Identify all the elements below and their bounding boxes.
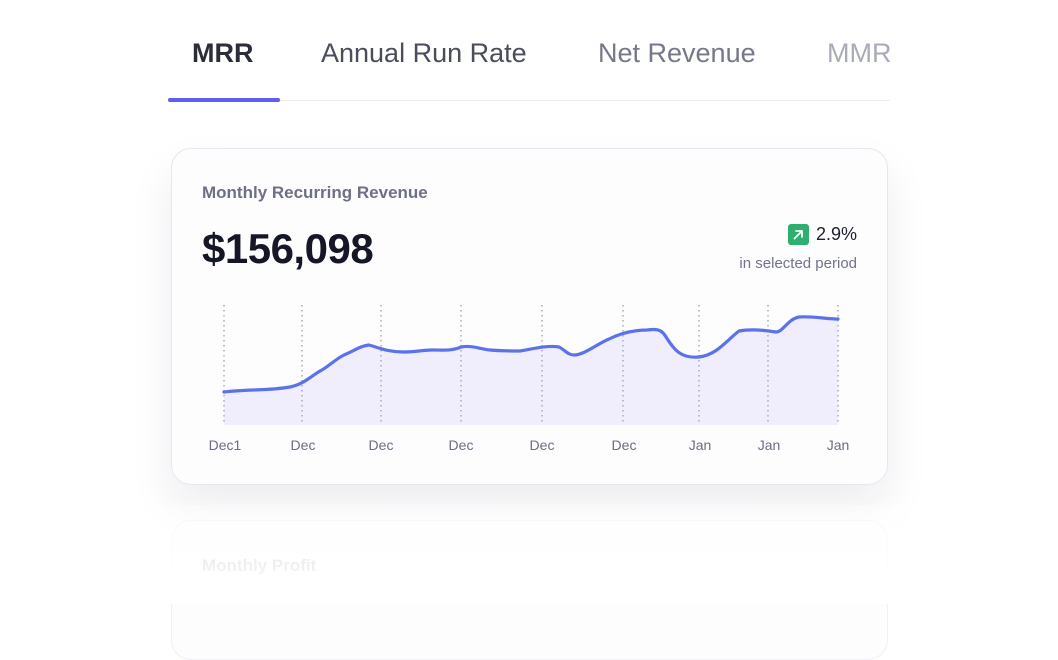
x-tick-label: Dec	[449, 437, 474, 453]
tab-mrr[interactable]: MRR	[192, 38, 254, 68]
x-tick-label: Jan	[758, 437, 781, 453]
tab-bar: MRR Annual Run Rate Net Revenue MMR	[168, 0, 892, 102]
tab-mmr[interactable]: MMR	[827, 38, 892, 68]
series-area	[224, 316, 838, 425]
active-tab-indicator	[168, 98, 280, 102]
profit-card: Monthly Profit	[171, 520, 888, 660]
x-tick-label: Dec	[291, 437, 316, 453]
tab-net-revenue[interactable]: Net Revenue	[598, 38, 756, 68]
change-indicator: 2.9%	[787, 224, 857, 245]
series-line	[222, 315, 840, 394]
x-tick-label: Dec	[369, 437, 394, 453]
mrr-value: $156,098	[202, 225, 374, 272]
trend-up-icon	[787, 224, 809, 245]
tab-annual-run-rate[interactable]: Annual Run Rate	[321, 38, 527, 68]
change-period-label: in selected period	[739, 255, 857, 272]
change-value: 2.9%	[815, 224, 857, 244]
x-tick-label: Dec	[612, 437, 637, 453]
x-tick-label: Dec	[530, 437, 555, 453]
card-title: Monthly Recurring Revenue	[202, 183, 428, 202]
x-tick-label: Jan	[827, 437, 850, 453]
mrr-card: Dec1 Dec Dec Dec Dec Dec Jan Jan Jan Monthly Rec…	[171, 148, 888, 485]
mrr-chart: Dec1 Dec Dec Dec Dec Dec Jan Jan Jan	[209, 305, 850, 453]
x-tick-label: Jan	[689, 437, 712, 453]
card2-title: Monthly Profit	[202, 556, 317, 575]
x-tick-label: Dec1	[209, 437, 242, 453]
